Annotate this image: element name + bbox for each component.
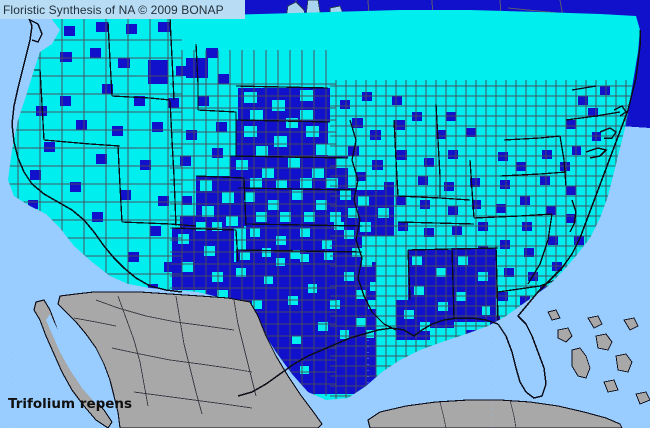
species-name-label: Trifolium repens bbox=[8, 396, 133, 412]
caribbean-region bbox=[367, 309, 650, 428]
coastline bbox=[11, 15, 641, 399]
header-banner: Floristic Synthesis of NA © 2009 BONAP bbox=[0, 0, 245, 19]
header-title: Floristic Synthesis of NA © 2009 BONAP bbox=[3, 2, 224, 17]
mexico-region bbox=[33, 291, 323, 428]
